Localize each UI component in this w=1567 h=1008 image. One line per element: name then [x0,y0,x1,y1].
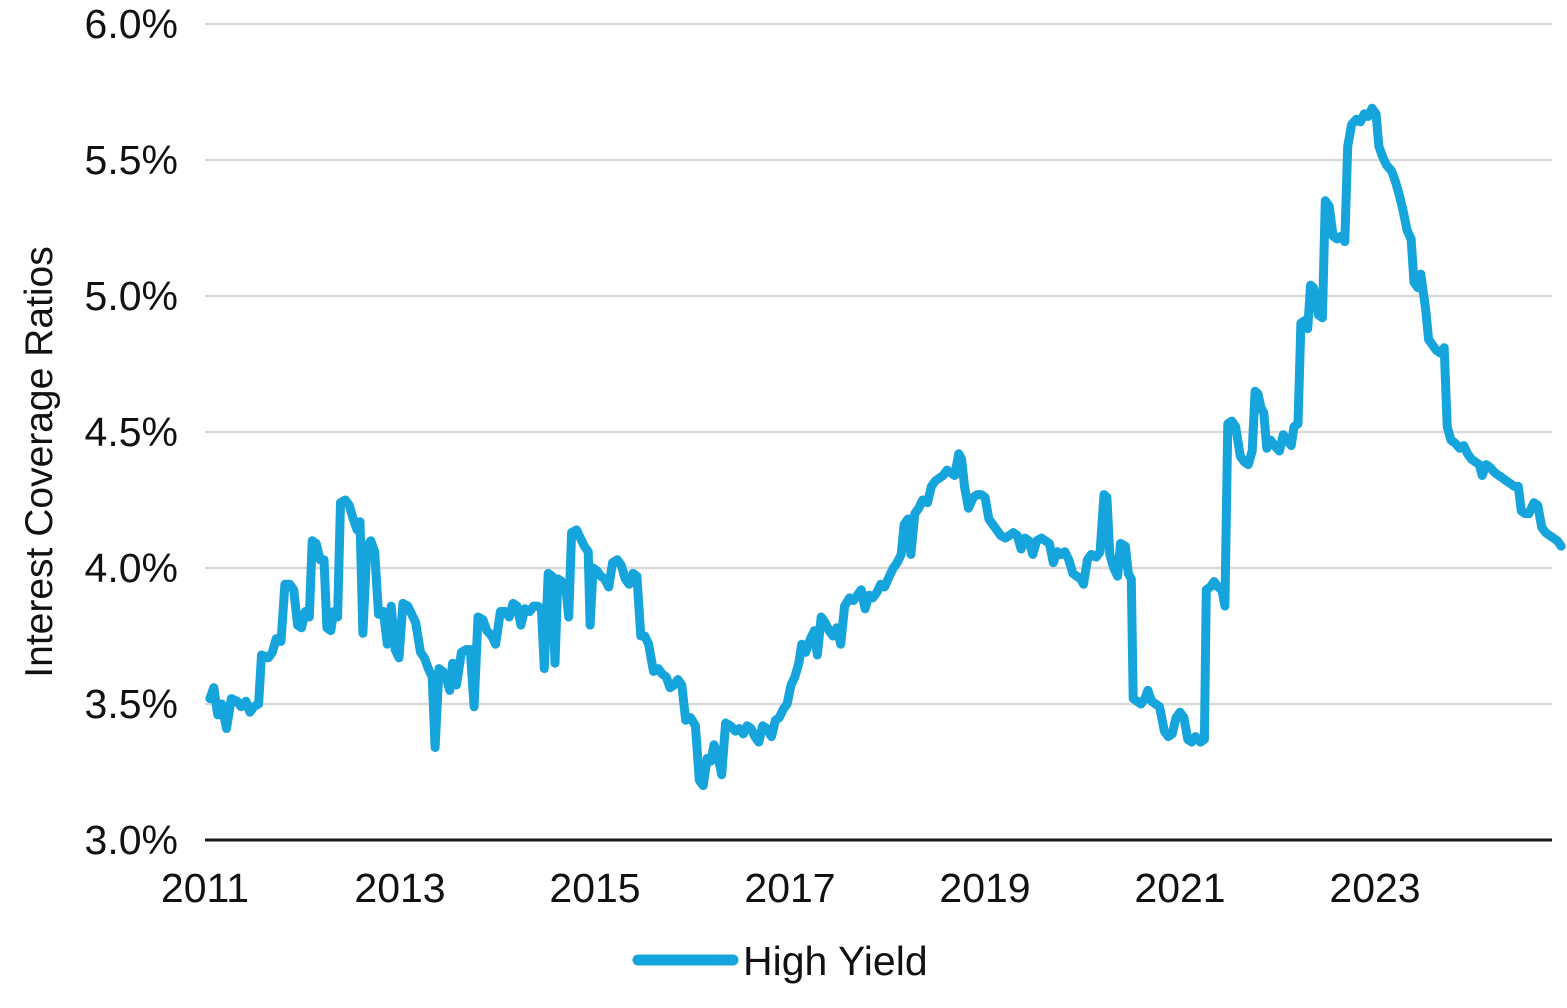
y-tick-label-3.5%: 3.5% [85,681,178,727]
x-tick-label-2017: 2017 [744,865,835,911]
x-tick-label-2021: 2021 [1134,865,1225,911]
legend: High Yield [632,938,928,984]
y-tick-label-3.0%: 3.0% [85,817,178,863]
y-tick-label-4.5%: 4.5% [85,409,178,455]
y-axis-title: Interest Coverage Ratios [18,246,61,677]
x-tick-label-2023: 2023 [1329,865,1420,911]
y-tick-label-5.0%: 5.0% [85,273,178,319]
x-tick-label-2013: 2013 [354,865,445,911]
y-tick-label-4.0%: 4.0% [85,545,178,591]
y-axis-tick-labels: 6.0% 5.5% 5.0% 4.5% 4.0% 3.5% 3.0% [85,1,178,863]
legend-label: High Yield [743,938,928,984]
series-line-high-yield [205,103,1566,791]
x-tick-label-2011: 2011 [161,865,249,911]
y-tick-label-6.0%: 6.0% [85,1,178,47]
x-tick-label-2019: 2019 [939,865,1030,911]
x-tick-label-2015: 2015 [549,865,640,911]
x-axis-tick-labels: 2011 2013 2015 2017 2019 2021 2023 [161,865,1421,911]
y-tick-label-5.5%: 5.5% [85,137,178,183]
